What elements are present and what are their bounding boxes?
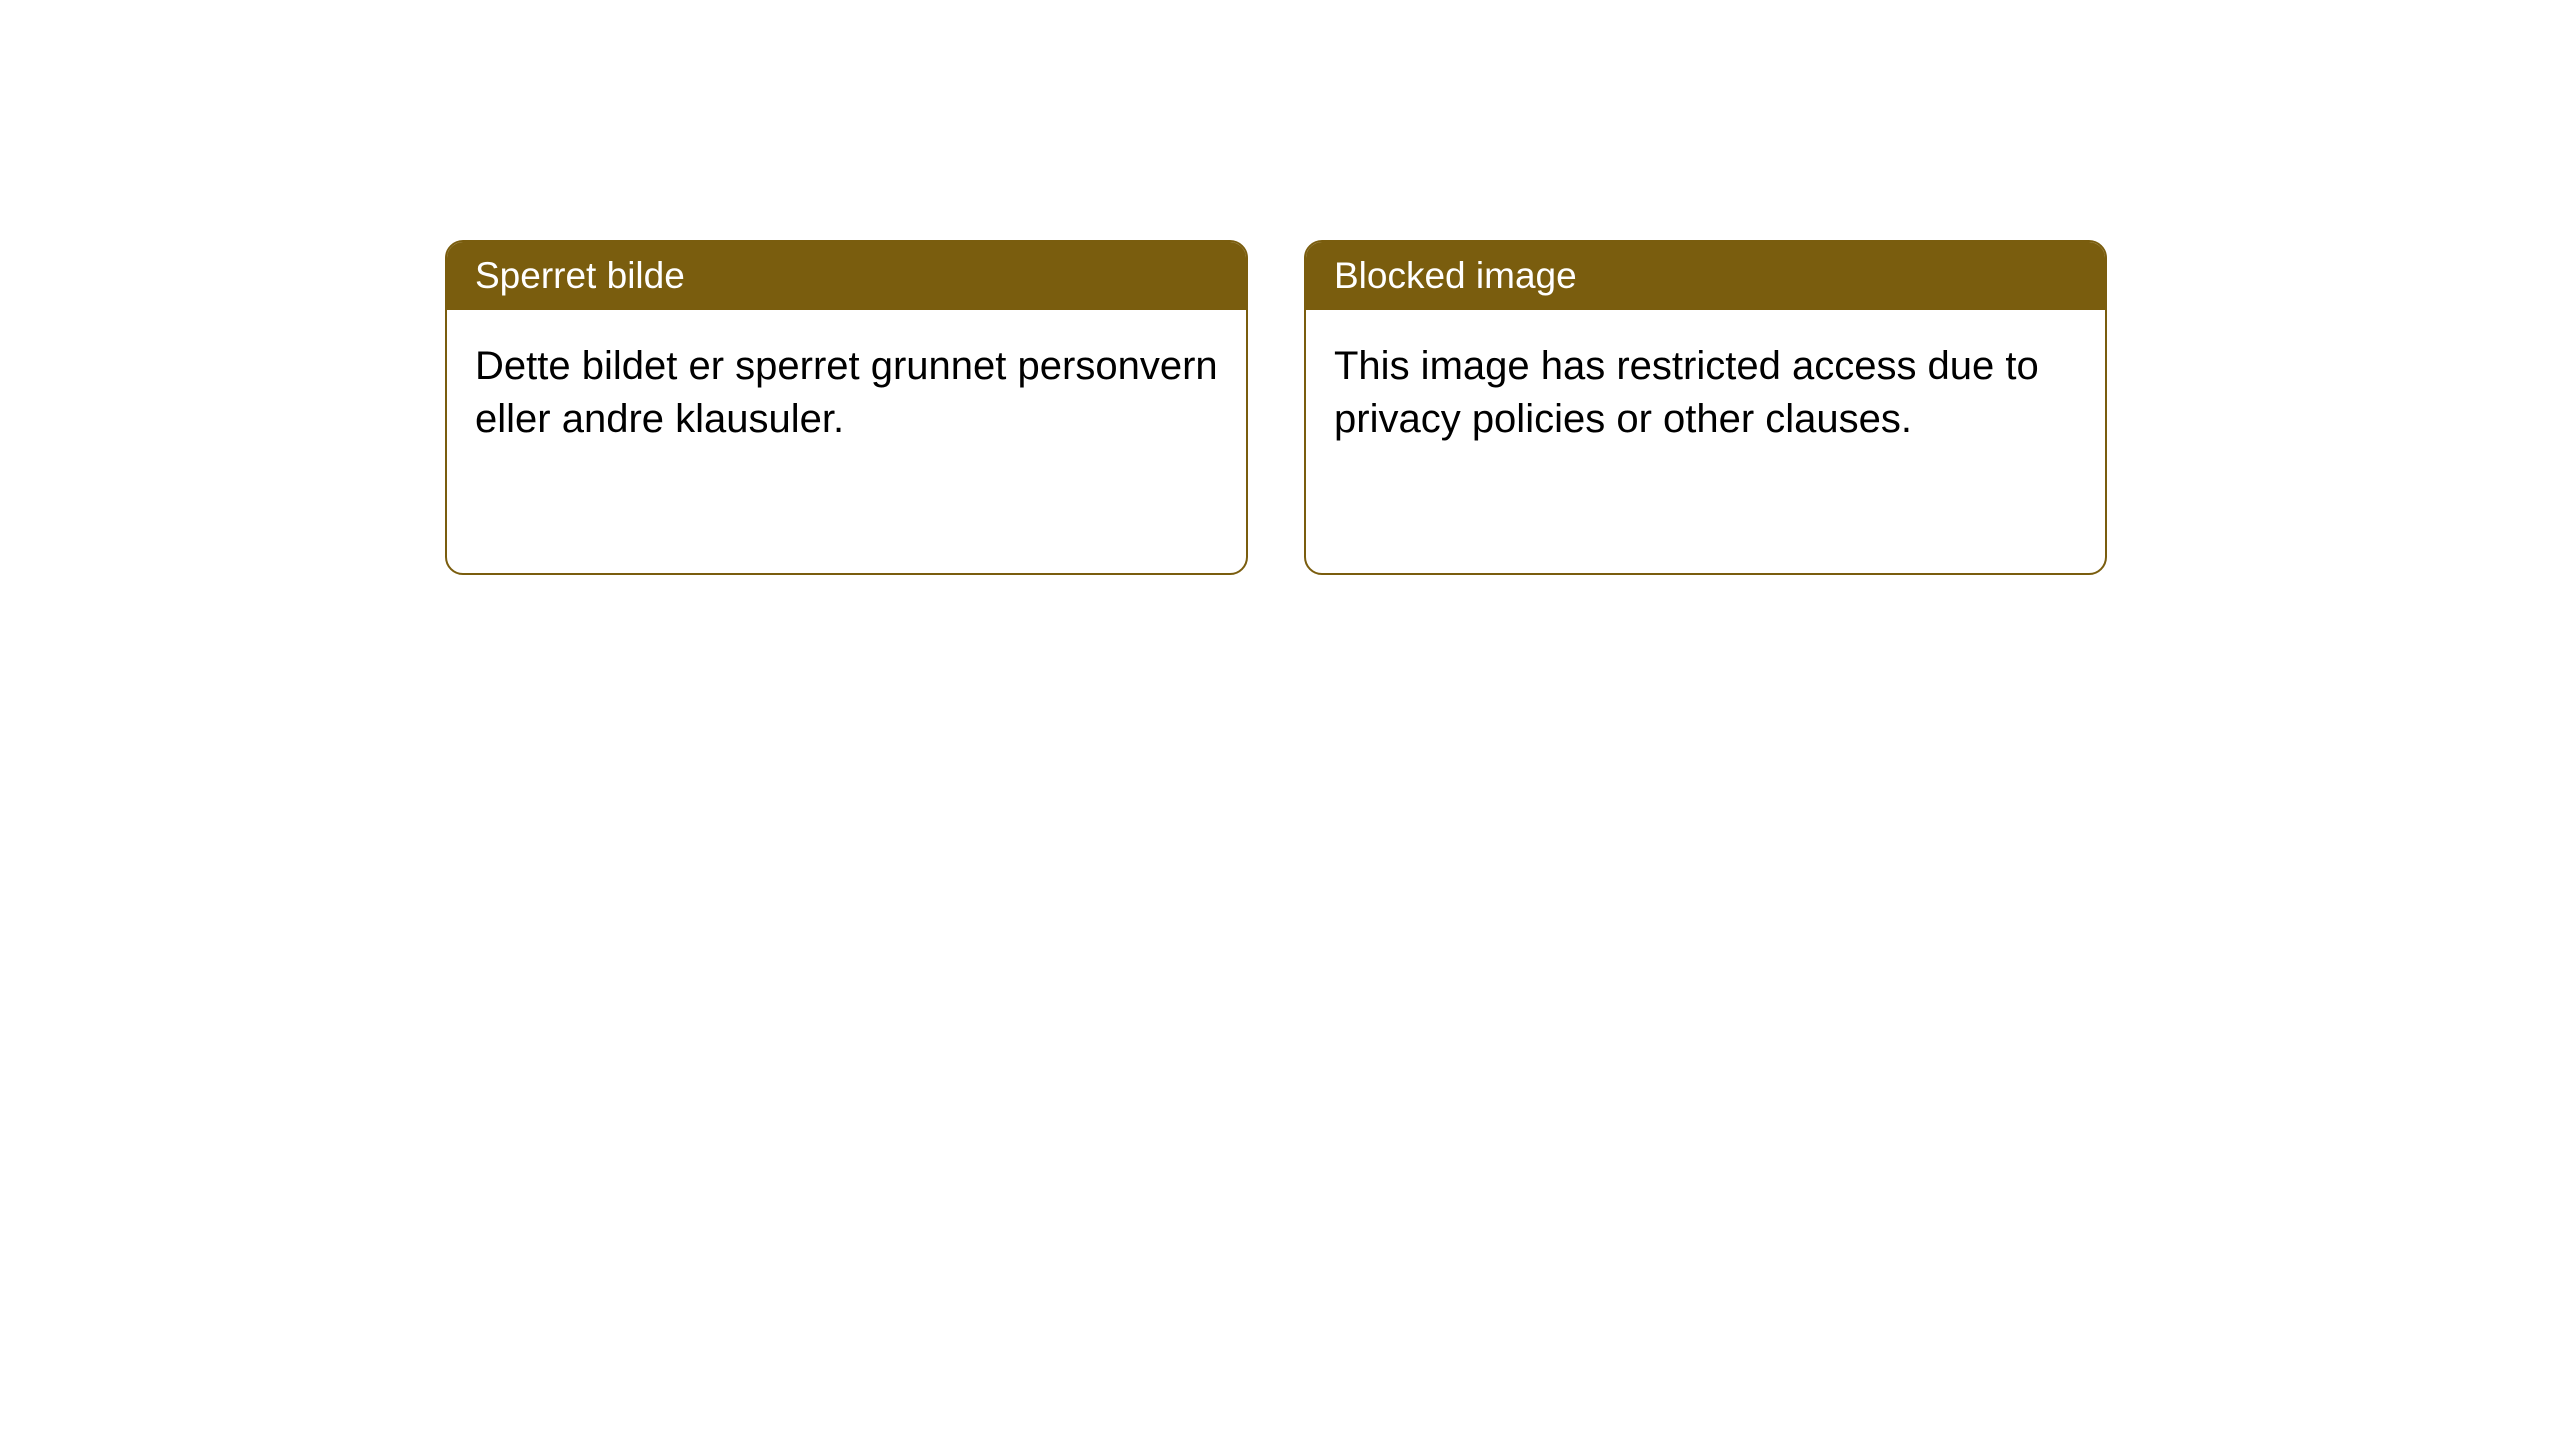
notice-card-english: Blocked image This image has restricted … bbox=[1304, 240, 2107, 575]
card-header: Blocked image bbox=[1306, 242, 2105, 310]
card-body: Dette bildet er sperret grunnet personve… bbox=[447, 310, 1246, 573]
notice-card-norwegian: Sperret bilde Dette bildet er sperret gr… bbox=[445, 240, 1248, 575]
notice-container: Sperret bilde Dette bildet er sperret gr… bbox=[445, 240, 2107, 575]
card-header: Sperret bilde bbox=[447, 242, 1246, 310]
card-title: Blocked image bbox=[1334, 255, 1577, 296]
card-message: Dette bildet er sperret grunnet personve… bbox=[475, 344, 1218, 441]
card-body: This image has restricted access due to … bbox=[1306, 310, 2105, 573]
card-message: This image has restricted access due to … bbox=[1334, 344, 2039, 441]
card-title: Sperret bilde bbox=[475, 255, 685, 296]
